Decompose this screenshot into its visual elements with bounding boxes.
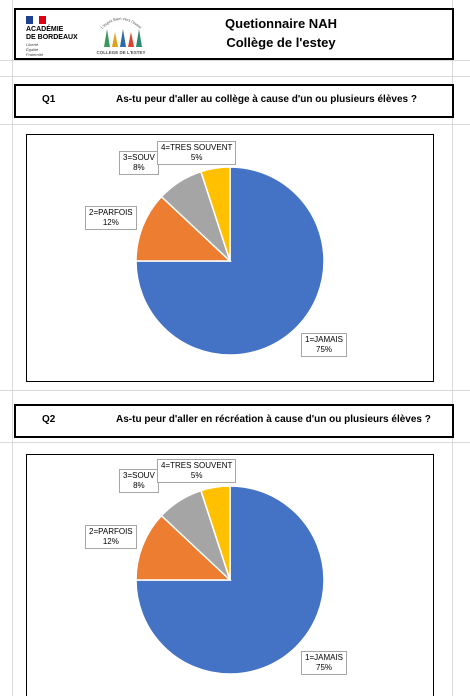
data-label-name: 2=PARFOIS bbox=[89, 527, 133, 536]
data-label-pct: 8% bbox=[133, 481, 145, 490]
gridline bbox=[0, 390, 470, 391]
question-row-q1: Q1 As-tu peur d'aller au collège à cause… bbox=[14, 84, 454, 118]
academy-name: ACADÉMIE DE BORDEAUX bbox=[26, 26, 78, 41]
pie-slice-2-parfois[interactable] bbox=[135, 195, 232, 262]
data-label-jamais: 1=JAMAIS 75% bbox=[301, 333, 348, 357]
data-label-jamais: 1=JAMAIS 75% bbox=[301, 651, 348, 675]
tree-shape bbox=[120, 29, 126, 47]
data-label-pct: 12% bbox=[102, 537, 119, 546]
data-label-pct: 8% bbox=[133, 163, 145, 172]
gridline bbox=[0, 442, 470, 443]
question-text: As-tu peur d'aller en récréation à cause… bbox=[116, 414, 431, 425]
pie-slice-1-jamais[interactable] bbox=[135, 485, 325, 675]
data-label-name: 1=JAMAIS bbox=[305, 335, 344, 344]
page-title: Quetionnaire NAH Collège de l'estey bbox=[156, 14, 406, 52]
data-label-parfois: 2=PARFOIS 12% bbox=[85, 525, 137, 549]
tree-shape bbox=[112, 32, 118, 47]
pie-chart-q1 bbox=[135, 166, 325, 356]
data-label-tres-souvent: 4=TRES SOUVENT 5% bbox=[157, 141, 237, 165]
data-label-souvent: 3=SOUV 8% bbox=[119, 469, 159, 493]
gridline bbox=[452, 0, 453, 696]
pie-slice-2-parfois[interactable] bbox=[135, 514, 232, 581]
title-line-2: Collège de l'estey bbox=[226, 35, 336, 50]
gridline bbox=[0, 60, 470, 61]
tree-shape bbox=[104, 29, 110, 47]
data-label-name: 4=TRES SOUVENT bbox=[161, 143, 233, 152]
data-label-name: 3=SOUV bbox=[123, 471, 155, 480]
gridline bbox=[0, 76, 470, 77]
flag-stripe-blue bbox=[26, 16, 33, 24]
chart-q2[interactable]: 1=JAMAIS 75% 2=PARFOIS 12% 3=SOUV 8% 4=T… bbox=[26, 454, 434, 696]
pie-slice-4-tres-souvent[interactable] bbox=[200, 166, 231, 262]
svg-text:L'esprit Bien vers l'avenir: L'esprit Bien vers l'avenir bbox=[96, 13, 143, 30]
data-label-pct: 75% bbox=[316, 345, 333, 354]
header: ACADÉMIE DE BORDEAUX Liberté Égalité Fra… bbox=[14, 8, 454, 60]
flag-stripe-red bbox=[39, 16, 47, 24]
french-flag-icon bbox=[26, 16, 47, 24]
pie-chart-q2 bbox=[135, 485, 325, 675]
pie-slice-4-tres-souvent[interactable] bbox=[200, 485, 231, 581]
academy-logo: ACADÉMIE DE BORDEAUX Liberté Égalité Fra… bbox=[26, 14, 86, 58]
chart-q1[interactable]: 1=JAMAIS 75% 2=PARFOIS 12% 3=SOUV 8% 4=T… bbox=[26, 134, 434, 382]
data-label-parfois: 2=PARFOIS 12% bbox=[85, 206, 137, 230]
data-label-pct: 75% bbox=[316, 663, 333, 672]
question-text: As-tu peur d'aller au collège à cause d'… bbox=[116, 94, 417, 105]
college-arc-text: L'esprit Bien vers l'avenir bbox=[95, 9, 142, 30]
college-logo: L'esprit Bien vers l'avenir COLLEGE DE L… bbox=[95, 9, 146, 57]
question-number: Q1 bbox=[42, 94, 56, 105]
data-label-name: 1=JAMAIS bbox=[305, 653, 344, 662]
tree-shape bbox=[128, 32, 134, 47]
data-label-pct: 5% bbox=[190, 471, 203, 480]
data-label-souvent: 3=SOUV 8% bbox=[119, 151, 159, 175]
data-label-pct: 12% bbox=[102, 218, 119, 227]
data-label-name: 2=PARFOIS bbox=[89, 208, 133, 217]
data-label-name: 3=SOUV bbox=[123, 153, 155, 162]
data-label-name: 4=TRES SOUVENT bbox=[161, 461, 233, 470]
academy-motto: Liberté Égalité Fraternité bbox=[26, 42, 44, 57]
gridline bbox=[12, 0, 13, 696]
tree-shape bbox=[136, 29, 142, 47]
title-line-1: Quetionnaire NAH bbox=[225, 16, 337, 31]
question-number: Q2 bbox=[42, 414, 56, 425]
gridline bbox=[0, 124, 470, 125]
college-caption: COLLEGE DE L'ESTEY bbox=[96, 50, 146, 55]
data-label-tres-souvent: 4=TRES SOUVENT 5% bbox=[157, 459, 237, 483]
flag-stripe-white bbox=[32, 16, 40, 24]
data-label-pct: 5% bbox=[190, 153, 203, 162]
college-trees-icon: L'esprit Bien vers l'avenir bbox=[95, 9, 143, 47]
question-row-q2: Q2 As-tu peur d'aller en récréation à ca… bbox=[14, 404, 454, 438]
pie-slice-1-jamais[interactable] bbox=[135, 166, 325, 356]
